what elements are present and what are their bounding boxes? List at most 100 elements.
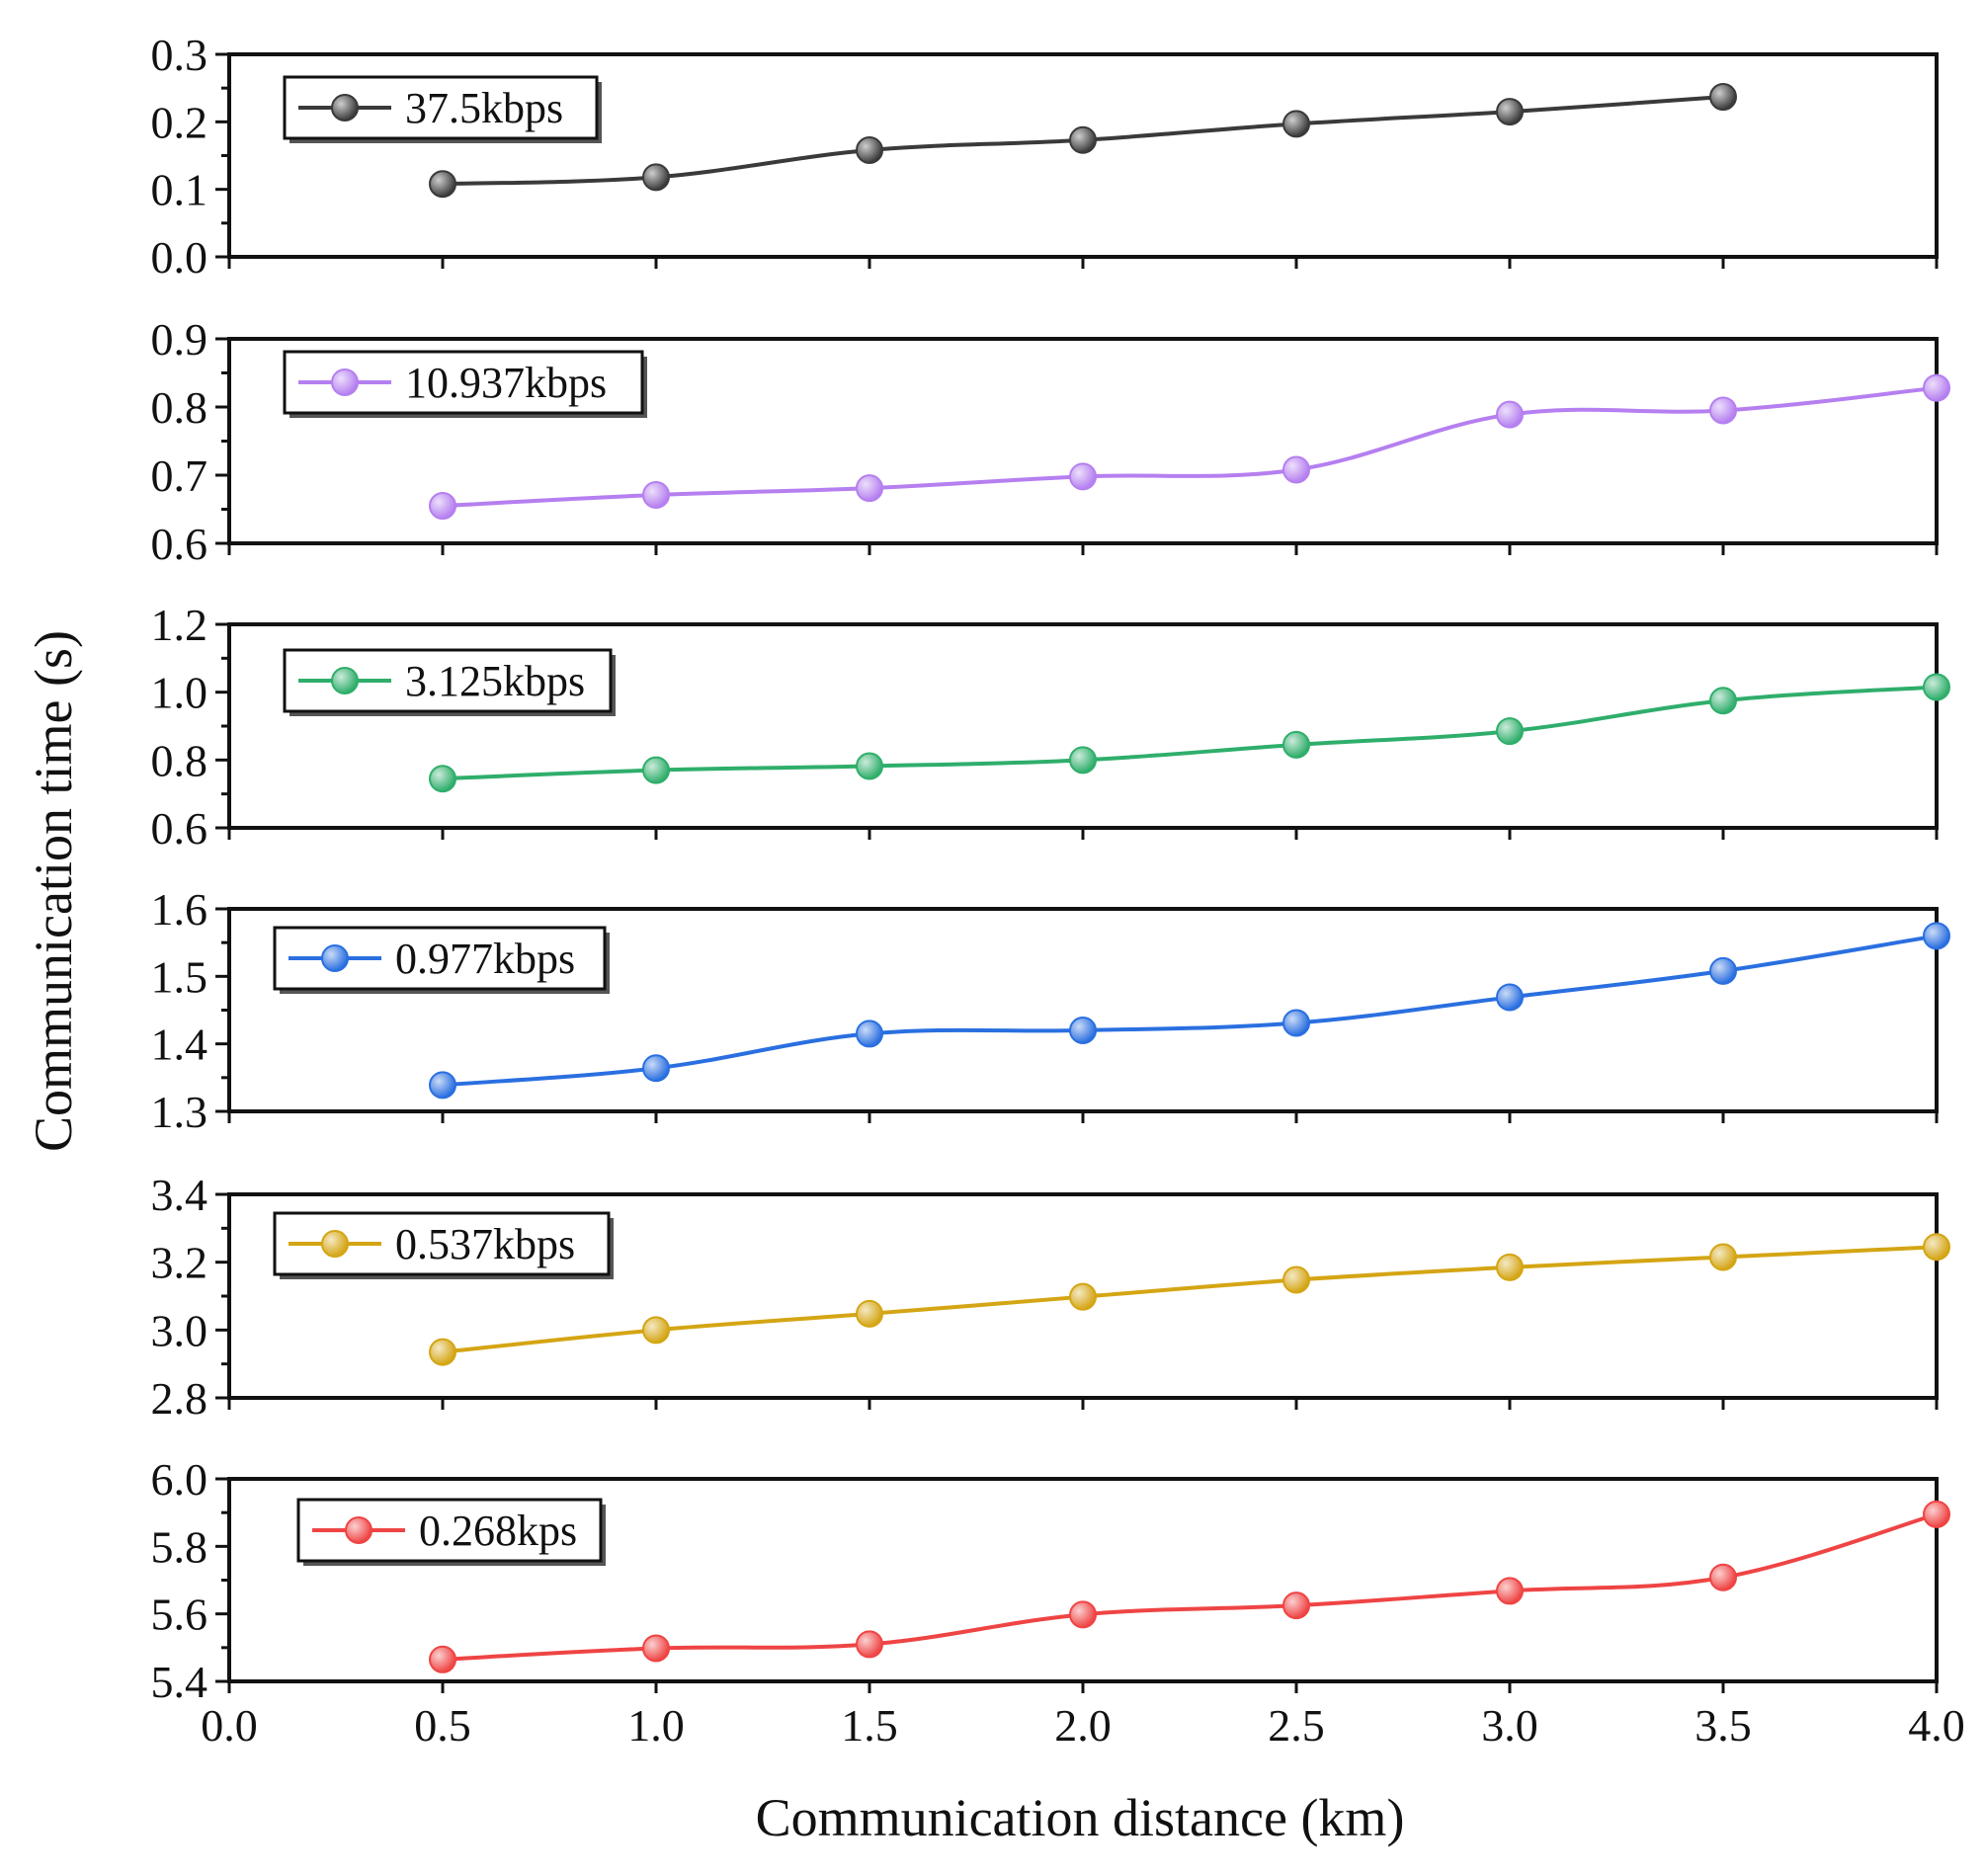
y-axis-title: Communication time (s) xyxy=(24,630,83,1152)
data-point xyxy=(1709,687,1737,715)
data-point xyxy=(1069,1017,1097,1044)
y-tick-label: 0.3 xyxy=(151,30,208,80)
data-point xyxy=(1282,110,1310,138)
legend-marker xyxy=(331,368,359,396)
data-point xyxy=(1069,462,1097,491)
data-point xyxy=(856,1299,883,1328)
series-line xyxy=(442,1245,1938,1354)
data-point xyxy=(1069,1282,1097,1311)
legend-label: 37.5kbps xyxy=(405,84,563,132)
y-tick-label: 2.8 xyxy=(151,1373,208,1424)
panel-3: 1.3 1.4 1.5 1.6 0.977kbps xyxy=(151,884,1950,1137)
series-line xyxy=(442,385,1938,509)
data-point xyxy=(642,163,670,192)
x-tick-label: 2.0 xyxy=(1054,1700,1112,1751)
legend: 0.977kbps xyxy=(273,926,610,994)
y-tick-label: 0.9 xyxy=(151,314,208,365)
data-point xyxy=(642,1634,670,1663)
data-point xyxy=(1709,396,1737,425)
y-tick-label: 1.0 xyxy=(151,668,208,718)
data-point xyxy=(856,474,883,503)
y-tick-label: 1.2 xyxy=(151,600,208,650)
panel-0: 0.0 0.1 0.2 0.3 37.5kbps xyxy=(151,30,1939,283)
x-tick-label: 2.5 xyxy=(1268,1700,1325,1751)
data-point xyxy=(1709,956,1737,985)
y-tick-label: 0.1 xyxy=(151,165,208,215)
data-point xyxy=(429,1071,456,1100)
data-point xyxy=(642,1054,670,1083)
data-point xyxy=(1496,983,1524,1012)
data-point xyxy=(429,170,456,199)
data-point xyxy=(1923,373,1950,402)
data-point xyxy=(1496,98,1524,126)
y-tick-label: 3.0 xyxy=(151,1305,208,1355)
data-point xyxy=(1923,1233,1950,1262)
data-point xyxy=(1069,746,1097,775)
data-point xyxy=(1709,1563,1737,1591)
data-point xyxy=(1282,455,1310,484)
series-line xyxy=(442,685,1938,781)
legend: 3.125kbps xyxy=(283,648,616,716)
data-point xyxy=(1496,717,1524,746)
data-point xyxy=(1069,125,1097,154)
y-tick-label: 1.4 xyxy=(151,1020,208,1070)
x-tick-label: 3.5 xyxy=(1695,1700,1752,1751)
data-point xyxy=(1923,673,1950,701)
y-tick-label: 5.8 xyxy=(151,1521,208,1572)
legend-marker xyxy=(321,944,349,972)
x-axis-title: Communication distance (km) xyxy=(756,1788,1405,1847)
data-point xyxy=(856,136,883,165)
data-point xyxy=(1923,922,1950,950)
legend-marker xyxy=(321,1230,349,1258)
series-line xyxy=(442,1511,1938,1662)
data-point xyxy=(642,481,670,510)
data-point xyxy=(642,756,670,784)
y-tick-label: 5.4 xyxy=(151,1657,208,1707)
legend-label: 10.937kbps xyxy=(405,359,607,407)
y-tick-label: 6.0 xyxy=(151,1454,208,1505)
legend-marker xyxy=(331,94,359,122)
data-point xyxy=(1282,1265,1310,1294)
y-tick-label: 1.3 xyxy=(151,1087,208,1137)
x-tick-label: 0.5 xyxy=(414,1700,471,1751)
y-tick-label: 3.4 xyxy=(151,1170,208,1220)
y-tick-label: 1.6 xyxy=(151,884,208,935)
legend: 10.937kbps xyxy=(283,350,647,418)
y-tick-label: 0.8 xyxy=(151,735,208,785)
data-point xyxy=(1709,83,1737,112)
data-point xyxy=(1282,1009,1310,1037)
legend-label: 3.125kbps xyxy=(405,657,585,705)
legend: 0.537kbps xyxy=(273,1211,614,1279)
y-tick-label: 0.7 xyxy=(151,450,208,501)
legend: 0.268kps xyxy=(296,1498,606,1566)
legend-label: 0.537kbps xyxy=(395,1220,575,1268)
data-point xyxy=(429,1338,456,1366)
panel-2: 0.6 0.8 1.0 1.2 3.125kbps xyxy=(151,600,1950,854)
legend-marker xyxy=(331,667,359,694)
panel-5: 5.4 5.6 5.8 6.0 0.268kps xyxy=(151,1454,1950,1707)
data-point xyxy=(1496,400,1524,429)
x-tick-label: 1.0 xyxy=(627,1700,685,1751)
x-tick-label: 4.0 xyxy=(1908,1700,1965,1751)
data-point xyxy=(642,1316,670,1345)
data-point xyxy=(429,1645,456,1673)
y-tick-label: 0.8 xyxy=(151,382,208,433)
series-line xyxy=(442,934,1938,1088)
data-point xyxy=(1496,1253,1524,1281)
y-tick-label: 5.6 xyxy=(151,1590,208,1640)
x-tick-label: 0.0 xyxy=(201,1700,258,1751)
legend-label: 0.268kps xyxy=(419,1507,577,1555)
data-point xyxy=(1282,730,1310,759)
data-point xyxy=(856,1630,883,1659)
data-point xyxy=(856,1020,883,1048)
y-tick-label: 0.6 xyxy=(151,803,208,854)
data-point xyxy=(429,492,456,521)
x-tick-label: 1.5 xyxy=(841,1700,898,1751)
y-tick-label: 1.5 xyxy=(151,951,208,1002)
y-tick-label: 3.2 xyxy=(151,1238,208,1288)
x-tick-label: 3.0 xyxy=(1481,1700,1538,1751)
y-tick-label: 0.0 xyxy=(151,232,208,283)
legend-label: 0.977kbps xyxy=(395,935,575,983)
legend: 37.5kbps xyxy=(283,75,602,143)
